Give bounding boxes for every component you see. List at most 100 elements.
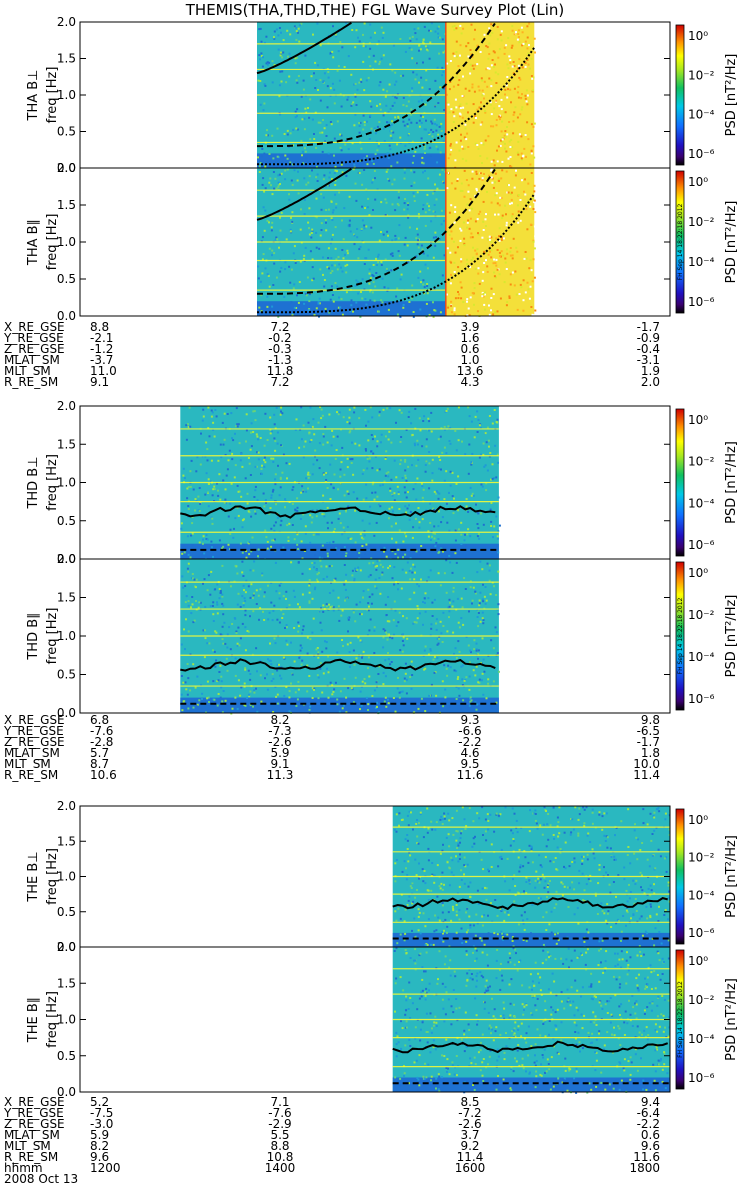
eph-row-label: MLAT_SM xyxy=(4,353,60,367)
colorbar-tick-label: 10⁰ xyxy=(688,813,708,827)
time-tick-label: 1400 xyxy=(265,1161,296,1175)
eph-value: -1.2 xyxy=(90,342,113,356)
colorbar-tick-label: 10⁰ xyxy=(688,566,708,580)
eph-value: 11.0 xyxy=(90,364,117,378)
colorbar-label: PSD [nT²/Hz] xyxy=(724,441,739,524)
eph-value: -0.4 xyxy=(637,342,660,356)
gyro-curve xyxy=(392,897,668,911)
time-tick-label: 1600 xyxy=(455,1161,486,1175)
eph-value: 9.2 xyxy=(460,1139,479,1153)
colorbar-tick-label: 10⁻⁶ xyxy=(688,1071,715,1085)
colorbar xyxy=(675,408,685,557)
colorbar-tick-label: 10⁻² xyxy=(688,215,715,229)
burst-block xyxy=(445,22,535,168)
colorbar-tick-label: 10⁻² xyxy=(688,993,715,1007)
eph-value: 9.1 xyxy=(90,375,109,389)
eph-value: -3.1 xyxy=(637,353,660,367)
y-tick-label: 2.0 xyxy=(57,399,76,413)
eph-value: 10.8 xyxy=(267,1150,294,1164)
y-tick-label: 0.5 xyxy=(57,514,76,528)
colorbar-label: PSD [nT²/Hz] xyxy=(724,201,739,284)
burst-block xyxy=(445,168,535,316)
gyro-curve xyxy=(256,167,352,221)
low-freq-band xyxy=(180,697,499,713)
eph-value: 11.6 xyxy=(633,1150,660,1164)
colorbar-tick-label: 10⁻² xyxy=(688,608,715,622)
eph-value: -2.9 xyxy=(268,1117,291,1131)
y-tick-label: 0.0 xyxy=(57,706,76,720)
eph-value: 0.6 xyxy=(460,342,479,356)
spectrogram-noise xyxy=(393,806,670,949)
gyro-curve xyxy=(392,1040,669,1054)
eph-value: 13.6 xyxy=(457,364,484,378)
panel-label: THD B⊥ xyxy=(26,456,41,509)
eph-value: -6.6 xyxy=(458,724,481,738)
eph-row-label: Y_RE_GSE xyxy=(3,331,64,345)
colorbar-tick-label: 10⁻² xyxy=(688,455,715,469)
eph-value: 11.4 xyxy=(633,768,660,782)
eph-value: 0.6 xyxy=(641,1128,660,1142)
spectrogram-noise xyxy=(180,559,500,715)
y-tick-label: 2.0 xyxy=(57,15,76,29)
eph-value: 4.6 xyxy=(460,746,479,760)
eph-value: 5.7 xyxy=(90,746,109,760)
y-tick-label: 0.0 xyxy=(57,161,76,175)
eph-row-label: MLT_SM xyxy=(4,1139,51,1153)
low-freq-band xyxy=(257,153,446,168)
y-tick-label: 2.0 xyxy=(57,552,76,566)
gyro-curve-dashed xyxy=(257,22,496,148)
eph-value: -7.6 xyxy=(90,724,113,738)
freq-axis-label: freq [Hz] xyxy=(45,67,60,124)
colorbar-label: PSD [nT²/Hz] xyxy=(724,595,739,678)
freq-axis-label: freq [Hz] xyxy=(45,214,60,271)
colorbar xyxy=(675,170,685,314)
colorbar-tick-label: 10⁻² xyxy=(688,68,715,82)
colorbar xyxy=(675,949,685,1090)
eph-value: 8.7 xyxy=(90,757,109,771)
eph-value: -7.5 xyxy=(90,1106,113,1120)
y-tick-label: 1.0 xyxy=(57,629,76,643)
timestamp-stamp: FH Sep 14 18:22:18 2012 xyxy=(677,981,684,1058)
eph-value: 7.2 xyxy=(270,320,289,334)
colorbar-label: PSD [nT²/Hz] xyxy=(724,978,739,1061)
y-tick-label: 1.0 xyxy=(57,88,76,102)
low-freq-band xyxy=(392,1077,670,1092)
panel-label: THA B∥ xyxy=(26,219,41,266)
time-tick-label: 1200 xyxy=(90,1161,121,1175)
eph-value: 9.8 xyxy=(641,713,660,727)
y-tick-label: 2.0 xyxy=(57,940,76,954)
gyro-curve xyxy=(180,505,496,519)
spectrogram-noise xyxy=(393,947,670,1094)
eph-row-label: MLT_SM xyxy=(4,757,51,771)
colorbar-tick-label: 10⁻⁴ xyxy=(688,255,715,269)
freq-axis-label: freq [Hz] xyxy=(45,454,60,511)
eph-value: 9.1 xyxy=(270,757,289,771)
eph-value: -2.6 xyxy=(458,1117,481,1131)
eph-value: -6.4 xyxy=(637,1106,660,1120)
eph-value: 11.3 xyxy=(267,768,294,782)
colorbar-tick-label: 10⁰ xyxy=(688,29,708,43)
colorbar-tick-label: 10⁻⁴ xyxy=(688,496,715,510)
eph-value: 10.6 xyxy=(90,768,117,782)
eph-value: 2.0 xyxy=(641,375,660,389)
eph-value: 7.1 xyxy=(270,1095,289,1109)
eph-value: 11.6 xyxy=(457,768,484,782)
colorbar-tick-label: 10⁻⁴ xyxy=(688,888,715,902)
colorbar-tick-label: 10⁰ xyxy=(688,175,708,189)
gyro-curve-dashed xyxy=(257,168,496,295)
eph-value: 1.0 xyxy=(460,353,479,367)
eph-value: 9.4 xyxy=(641,1095,660,1109)
eph-value: 11.8 xyxy=(267,364,294,378)
eph-value: -2.8 xyxy=(90,735,113,749)
eph-value: 8.8 xyxy=(270,1139,289,1153)
eph-value: 5.9 xyxy=(90,1128,109,1142)
timestamp-stamp: FH Sep 14 18:22:18 2012 xyxy=(677,203,684,280)
eph-value: 8.2 xyxy=(270,713,289,727)
timestamp-stamp: FH Sep 14 18:22:18 2012 xyxy=(677,597,684,674)
colorbar-label: PSD [nT²/Hz] xyxy=(724,835,739,918)
low-freq-band xyxy=(257,301,446,316)
y-tick-label: 0.0 xyxy=(57,1085,76,1099)
y-tick-label: 1.5 xyxy=(57,976,76,990)
panel-label: THD B∥ xyxy=(26,612,41,660)
